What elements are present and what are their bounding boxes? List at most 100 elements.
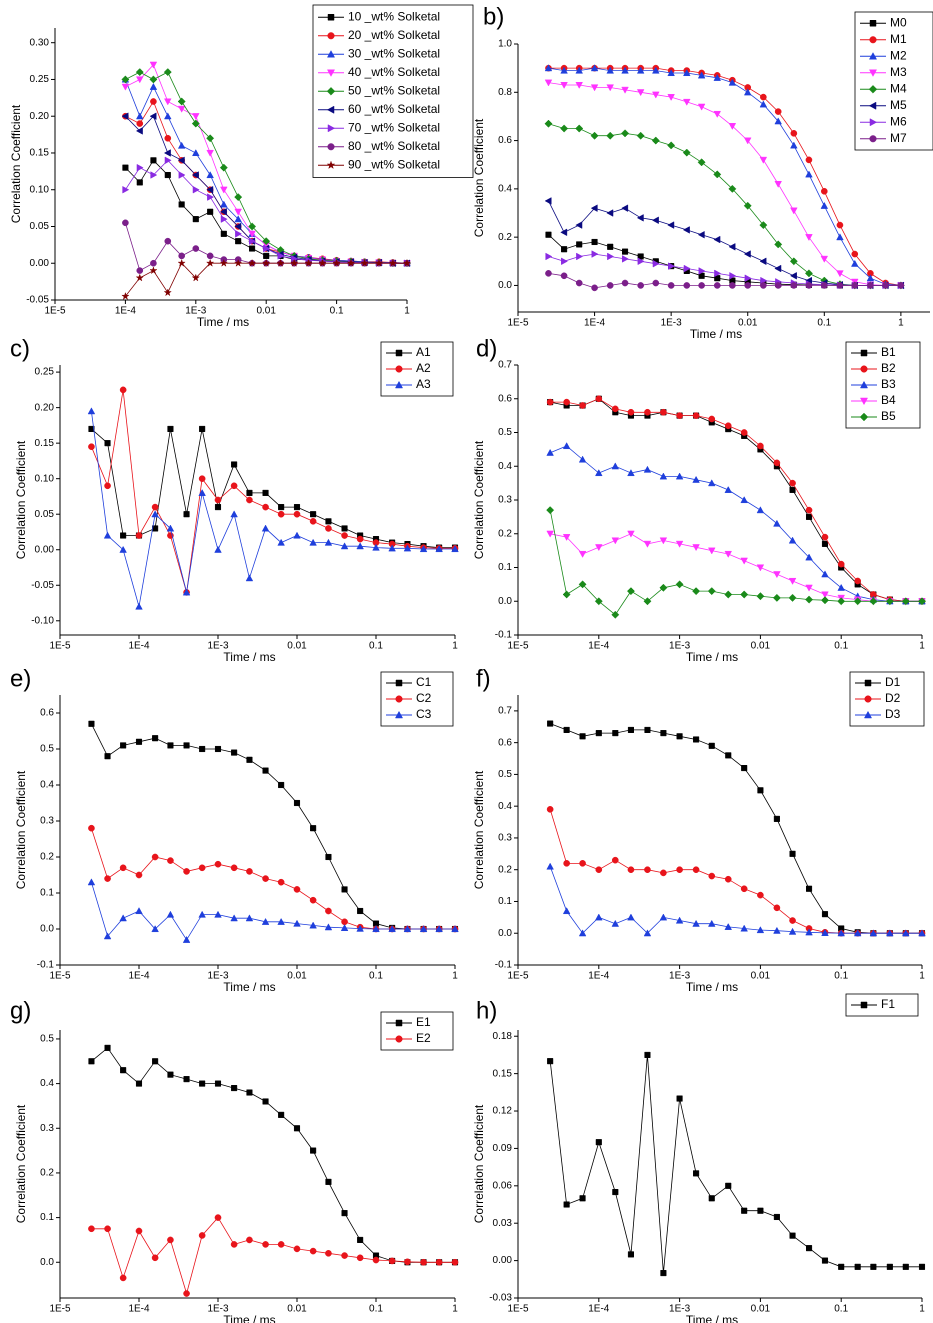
x-tick-label: 0.01 (287, 641, 307, 652)
marker (261, 258, 271, 267)
series-line (550, 398, 922, 602)
legend-label: D3 (885, 707, 901, 721)
marker (774, 108, 782, 115)
marker (611, 537, 620, 545)
marker (121, 112, 129, 120)
legend-label: A2 (416, 361, 431, 375)
marker (544, 64, 553, 72)
y-tick-label: 0.10 (35, 473, 55, 484)
panel: -0.03 0.00 0.03 0.06 0.09 0.12 0.15 0.18 1E-5 1E-… (472, 993, 925, 1323)
series-line (548, 67, 901, 286)
series-line (549, 510, 922, 616)
legend-label: E2 (416, 1031, 431, 1045)
marker (310, 1147, 317, 1154)
marker (219, 163, 228, 172)
x-tick-label: 1 (919, 641, 925, 652)
marker (860, 349, 868, 357)
marker (151, 503, 159, 511)
marker (547, 720, 554, 727)
marker (789, 272, 797, 280)
marker (805, 506, 813, 514)
marker (773, 459, 781, 467)
marker (561, 257, 568, 266)
marker (220, 186, 228, 194)
panel: -0.05 0.00 0.05 0.10 0.15 0.20 0.25 0.30 1E-5 1E-… (9, 4, 474, 329)
marker (120, 742, 127, 749)
marker (636, 89, 645, 97)
marker (774, 117, 782, 125)
marker (724, 590, 733, 599)
marker (683, 98, 691, 106)
marker (246, 1236, 253, 1244)
marker (740, 429, 748, 436)
panel-label: f) (476, 665, 491, 692)
marker (611, 405, 619, 413)
marker (199, 1080, 206, 1087)
x-tick-label: 0.1 (369, 641, 383, 652)
y-tick-label: -0.03 (489, 1293, 512, 1304)
series-line (548, 123, 901, 286)
marker (219, 258, 229, 267)
marker (395, 365, 403, 373)
marker (544, 79, 553, 87)
marker (869, 135, 877, 143)
marker (693, 1170, 700, 1177)
marker (652, 66, 660, 74)
marker (607, 243, 614, 250)
marker (198, 1232, 206, 1239)
x-tick-label: 1E-5 (49, 971, 71, 982)
marker (821, 1257, 829, 1264)
marker (150, 259, 157, 267)
marker (790, 141, 798, 149)
marker (191, 119, 200, 128)
marker (821, 540, 829, 547)
marker (837, 597, 846, 606)
x-tick-label: 1E-3 (185, 306, 207, 317)
marker (576, 252, 584, 261)
marker (178, 252, 186, 260)
marker (167, 1236, 174, 1244)
marker (821, 533, 829, 541)
marker (821, 570, 829, 578)
marker (263, 252, 270, 259)
marker (546, 398, 554, 406)
y-tick-label: 0.03 (493, 1218, 513, 1229)
marker (675, 540, 684, 548)
marker (191, 171, 199, 179)
marker (151, 510, 159, 518)
x-tick-label: 1E-3 (207, 1304, 229, 1315)
y-tick-label: 0.30 (30, 37, 50, 48)
marker (167, 425, 174, 432)
panel: -0.10 -0.05 0.00 0.05 0.10 0.15 0.20 0.25 1E-5 1E… (10, 335, 459, 664)
marker (182, 935, 191, 943)
marker (357, 907, 364, 915)
legend-label: 70 _wt% Solketal (348, 120, 440, 134)
marker (206, 171, 214, 179)
marker (756, 506, 765, 514)
marker (135, 532, 143, 539)
marker (206, 252, 214, 260)
panel: -0.1 0.0 0.1 0.2 0.3 0.4 0.5 0.6 0.7 1E-5 1E-4 1E-3… (472, 335, 926, 664)
x-tick-label: 0.01 (751, 1304, 771, 1315)
marker (219, 208, 227, 216)
marker (177, 141, 186, 149)
marker (740, 885, 748, 893)
series-line (91, 1216, 455, 1295)
marker (697, 230, 705, 239)
y-tick-label: 0.2 (498, 864, 512, 875)
marker (547, 1058, 554, 1065)
marker (575, 279, 583, 287)
marker (346, 258, 356, 267)
marker (245, 574, 254, 582)
marker (182, 588, 191, 596)
panel: 0.0 0.1 0.2 0.3 0.4 0.5 1E-5 1E-4 1E-3 0.01 0.1 1 Ti… (10, 997, 459, 1323)
marker (756, 564, 765, 572)
marker (805, 553, 813, 561)
marker (868, 52, 878, 60)
marker (660, 1270, 667, 1277)
x-tick-label: 1E-4 (128, 641, 150, 652)
marker (277, 252, 285, 260)
marker (864, 695, 872, 703)
x-axis-title: Time / ms (690, 327, 742, 341)
